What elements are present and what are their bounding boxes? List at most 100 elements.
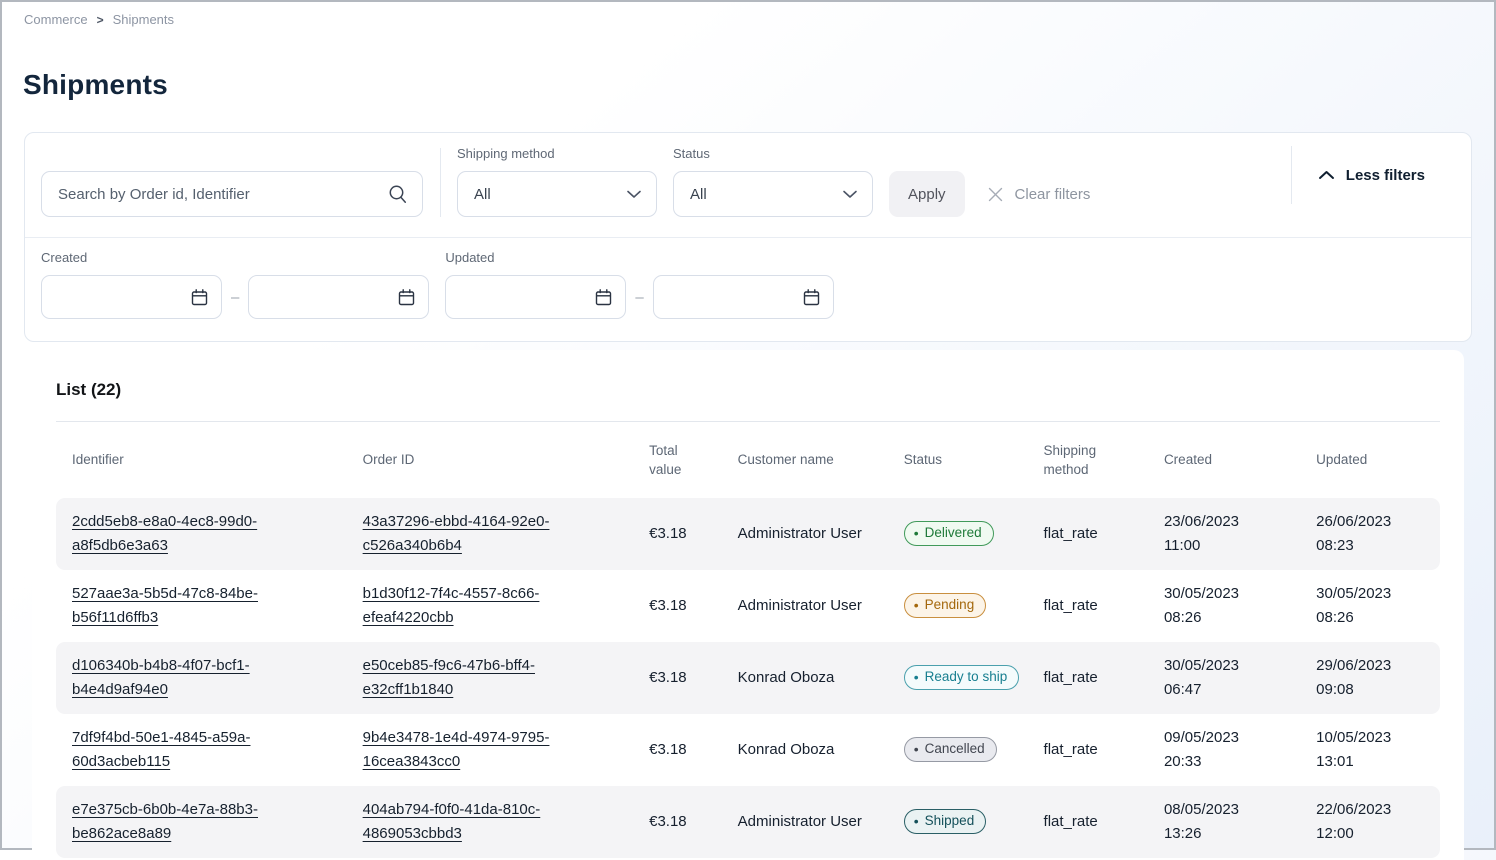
status-dot-icon: • (913, 741, 919, 757)
created-cell: 09/05/2023 20:33 (1163, 728, 1240, 770)
close-icon (987, 186, 1004, 203)
identifier-link[interactable]: e7e375cb-6b0b-4e7a-88b3-be862ace8a89 (72, 800, 258, 842)
column-header: Status (903, 452, 943, 468)
column-header: Created (1163, 452, 1212, 468)
shipments-list-card: List (22) Identifier Order ID Total value C… (32, 350, 1464, 860)
filter-toggle-group: Less filters (1290, 146, 1455, 204)
status-value: All (690, 185, 707, 203)
status-dot-icon: • (913, 525, 919, 541)
shipping-method-cell: flat_rate (1027, 497, 1148, 570)
column-header: Total value (649, 442, 682, 477)
total-value-cell: €3.18 (633, 497, 722, 570)
calendar-icon (397, 288, 416, 307)
customer-name-cell: Administrator User (721, 497, 888, 570)
shipping-method-cell: flat_rate (1043, 740, 1098, 758)
created-cell: 30/05/2023 08:26 (1163, 584, 1240, 626)
order-id-link[interactable]: 9b4e3478-1e4d-4974-9795-16cea3843cc0 (362, 728, 550, 770)
updated-cell: 22/06/2023 12:00 (1300, 785, 1440, 858)
breadcrumb: Commerce > Shipments (2, 2, 1494, 27)
table-row: 7df9f4bd-50e1-4845-a59a-60d3acbeb115 9b4… (56, 714, 1440, 786)
total-value-cell: €3.18 (633, 785, 722, 858)
updated-cell: 30/05/2023 08:26 (1316, 584, 1392, 626)
identifier-link[interactable]: d106340b-b4b8-4f07-bcf1-b4e4d9af94e0 (72, 656, 250, 698)
status-badge-label: Ready to ship (924, 669, 1008, 684)
total-value-cell: €3.18 (649, 596, 687, 614)
filter-divider (440, 148, 441, 217)
updated-to-input[interactable] (652, 275, 834, 319)
table-row: 527aae3a-5b5d-47c8-84be-b56f11d6ffb3 b1d… (56, 570, 1440, 642)
status-badge: • Pending (903, 593, 987, 618)
created-cell: 23/06/2023 11:00 (1147, 497, 1301, 570)
table-row: d106340b-b4b8-4f07-bcf1-b4e4d9af94e0 e50… (56, 641, 1440, 714)
chevron-down-icon (842, 189, 858, 199)
updated-label: Updated (445, 250, 495, 265)
status-badge-label: Cancelled (924, 741, 985, 756)
clear-filters-button[interactable]: Clear filters (987, 171, 1091, 217)
shipping-method-select[interactable]: All (457, 171, 657, 217)
page-title: Shipments (23, 69, 168, 100)
created-cell: 08/05/2023 13:26 (1147, 785, 1301, 858)
apply-column: Apply Clear filters (873, 146, 1090, 217)
identifier-link[interactable]: 2cdd5eb8-e8a0-4ec8-99d0-a8f5db6e3a63 (72, 512, 258, 554)
calendar-icon (802, 288, 821, 307)
customer-name-cell: Konrad Oboza (721, 641, 888, 714)
status-badge: • Cancelled (903, 737, 997, 762)
created-range: Created – (41, 250, 430, 319)
order-id-link[interactable]: 43a37296-ebbd-4164-92e0-c526a340b6b4 (362, 512, 550, 554)
filter-divider (1290, 146, 1292, 204)
status-filter: Status All (673, 146, 873, 217)
breadcrumb-item-commerce[interactable]: Commerce (24, 12, 88, 27)
column-header: Identifier (72, 452, 124, 468)
status-badge: • Delivered (903, 521, 994, 546)
filter-row-primary: Shipping method All Status All (25, 133, 1471, 238)
updated-cell: 29/06/2023 09:08 (1300, 641, 1440, 714)
less-filters-toggle[interactable]: Less filters (1318, 152, 1425, 198)
updated-range: Updated – (445, 250, 834, 319)
filter-panel: Shipping method All Status All (24, 132, 1472, 342)
shipping-method-value: All (474, 185, 491, 203)
breadcrumb-item-shipments[interactable]: Shipments (112, 12, 175, 27)
column-header: Shipping method (1043, 442, 1097, 477)
shipping-method-cell: flat_rate (1027, 785, 1148, 858)
updated-cell: 10/05/2023 13:01 (1316, 728, 1392, 770)
identifier-link[interactable]: 527aae3a-5b5d-47c8-84be-b56f11d6ffb3 (72, 584, 258, 626)
status-badge-label: Pending (924, 597, 975, 612)
total-value-cell: €3.18 (633, 641, 722, 714)
column-header: Updated (1316, 452, 1368, 468)
updated-from-input[interactable] (445, 275, 627, 319)
chevron-up-icon (1318, 170, 1335, 180)
less-filters-label: Less filters (1345, 166, 1425, 184)
column-header: Order ID (362, 452, 415, 468)
range-dash: – (635, 288, 644, 306)
apply-button[interactable]: Apply (889, 171, 965, 217)
clear-filters-label: Clear filters (1014, 185, 1091, 203)
search-column (41, 146, 423, 217)
created-from-input[interactable] (41, 275, 222, 319)
order-id-link[interactable]: e50ceb85-f9c6-47b6-bff4-e32cff1b1840 (362, 656, 535, 698)
status-dot-icon: • (913, 813, 919, 829)
shipping-method-filter: Shipping method All (457, 146, 657, 217)
created-to-input[interactable] (248, 275, 430, 319)
created-cell: 30/05/2023 06:47 (1147, 641, 1301, 714)
chevron-down-icon (626, 189, 642, 199)
breadcrumb-separator-icon: > (96, 12, 104, 27)
table-header-row: Identifier Order ID Total value Customer na… (56, 422, 1440, 498)
table-row: 2cdd5eb8-e8a0-4ec8-99d0-a8f5db6e3a63 43a… (56, 497, 1440, 570)
order-id-link[interactable]: 404ab794-f0f0-41da-810c-4869053cbbd3 (362, 800, 541, 842)
search-input[interactable] (41, 171, 423, 217)
status-select[interactable]: All (673, 171, 873, 217)
customer-name-cell: Administrator User (737, 596, 862, 614)
status-badge-label: Shipped (924, 813, 975, 828)
status-badge-label: Delivered (924, 525, 982, 540)
status-badge: • Ready to ship (903, 665, 1020, 690)
search-icon[interactable] (387, 183, 409, 205)
updated-cell: 26/06/2023 08:23 (1300, 497, 1440, 570)
order-id-link[interactable]: b1d30f12-7f4c-4557-8c66-efeaf4220cbb (362, 584, 540, 626)
status-label: Status (673, 146, 710, 161)
identifier-link[interactable]: 7df9f4bd-50e1-4845-a59a-60d3acbeb115 (72, 728, 251, 770)
status-dot-icon: • (913, 669, 919, 685)
calendar-icon (594, 288, 613, 307)
range-dash: – (231, 288, 240, 306)
column-header: Customer name (737, 452, 834, 468)
shipping-method-cell: flat_rate (1027, 641, 1148, 714)
